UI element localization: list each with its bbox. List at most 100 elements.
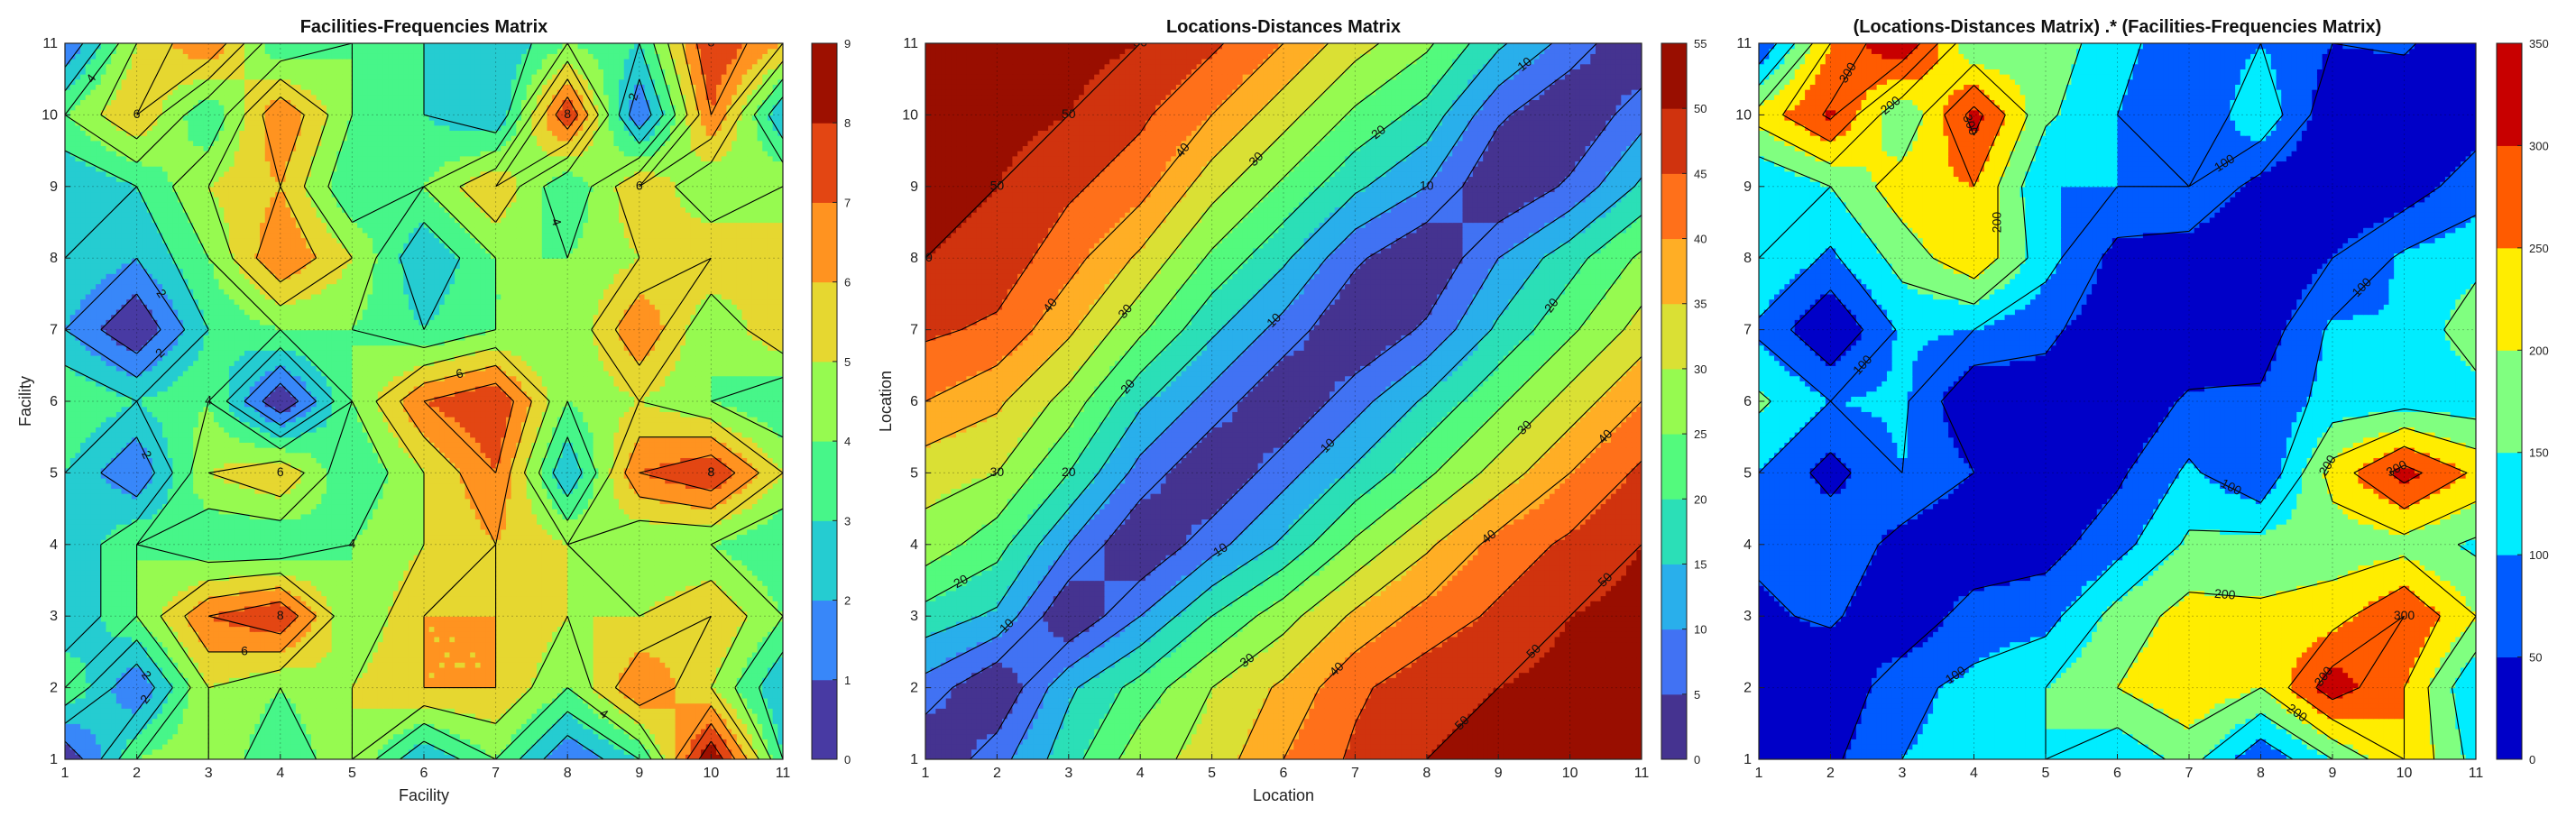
y-tick-label: 9 <box>910 179 918 195</box>
colorbar-band <box>812 281 837 363</box>
colorbar-band <box>1661 108 1687 174</box>
colorbar-tick-label: 1 <box>844 674 851 687</box>
x-tick-label: 9 <box>1495 766 1503 781</box>
x-tick-label: 3 <box>1064 766 1072 781</box>
contour-label: 6 <box>455 365 465 381</box>
y-tick-label: 1 <box>1743 752 1752 767</box>
y-tick-label: 8 <box>910 251 918 266</box>
colorbar-band <box>1661 368 1687 435</box>
contour-line <box>65 43 652 759</box>
x-tick-label: 5 <box>2042 766 2050 781</box>
contour-label: 8 <box>277 608 284 622</box>
chart-title: Facilities-Frequencies Matrix <box>300 17 548 37</box>
colorbar-band <box>812 123 837 203</box>
contour-label: 10 <box>1210 539 1230 559</box>
colorbar-tick-label: 2 <box>844 594 851 608</box>
y-tick-label: 9 <box>50 179 58 195</box>
colorbar-tick-label: 5 <box>844 355 851 369</box>
colorbar-tick-label: 250 <box>2529 242 2549 255</box>
colorbar-band <box>812 441 837 521</box>
x-tick-label: 1 <box>922 766 930 781</box>
contour-line <box>698 740 724 759</box>
colorbar-tick-label: 35 <box>1694 298 1707 311</box>
contour-line <box>925 43 1642 759</box>
x-tick-label: 11 <box>776 766 791 781</box>
y-tick-label: 4 <box>910 537 918 553</box>
x-tick-label: 10 <box>2397 766 2413 781</box>
y-tick-label: 3 <box>1743 609 1752 624</box>
colorbar-band <box>2497 656 2522 760</box>
colorbar-band <box>1661 43 1687 109</box>
x-tick-label: 2 <box>1826 766 1835 781</box>
colorbar-tick-label: 300 <box>2529 139 2549 152</box>
y-tick-label: 1 <box>50 752 58 767</box>
colorbar: 0 5 10 15 20 25 30 35 40 45 50 55 <box>1661 37 1707 767</box>
colorbar-tick-label: 7 <box>844 196 851 209</box>
y-tick-label: 10 <box>902 107 918 123</box>
y-tick-label: 5 <box>910 465 918 481</box>
contour-label: 8 <box>708 464 715 479</box>
x-tick-label: 1 <box>1755 766 1763 781</box>
colorbar-tick-label: 0 <box>2529 753 2535 767</box>
colorbar-tick-label: 50 <box>2529 651 2542 665</box>
chart-panel-3: 1001001001001002002002002002003003003003… <box>1735 17 2549 781</box>
y-tick-label: 7 <box>1743 323 1752 338</box>
contour-line <box>65 293 299 759</box>
x-tick-label: 4 <box>1136 766 1145 781</box>
y-tick-label: 11 <box>1736 36 1752 51</box>
contour-label: 4 <box>349 537 356 551</box>
contour-label: 6 <box>241 644 248 658</box>
contour-line <box>925 43 1642 759</box>
colorbar-band <box>2497 555 2522 658</box>
contour-label: 8 <box>708 35 715 50</box>
colorbar-band <box>812 202 837 283</box>
x-tick-label: 2 <box>133 766 141 781</box>
y-tick-label: 6 <box>50 394 58 409</box>
contour-line <box>1759 43 2476 759</box>
colorbar-band <box>2497 452 2522 555</box>
y-tick-label: 6 <box>1743 394 1752 409</box>
y-tick-label: 8 <box>1743 251 1752 266</box>
contour-fill: 1010101010102020202020303030303040404040… <box>918 43 1642 759</box>
x-tick-label: 8 <box>1422 766 1431 781</box>
x-tick-label: 3 <box>1899 766 1907 781</box>
contour-label: 20 <box>1062 464 1076 479</box>
colorbar-tick-label: 45 <box>1694 167 1707 180</box>
x-tick-label: 7 <box>1351 766 1359 781</box>
colorbar-band <box>2497 350 2522 454</box>
colorbar-band <box>812 679 837 760</box>
x-tick-label: 6 <box>1280 766 1288 781</box>
contour-label: 50 <box>918 250 933 264</box>
contour-label: 8 <box>564 106 571 121</box>
x-axis-label: Location <box>1253 786 1314 804</box>
x-tick-label: 7 <box>492 766 500 781</box>
colorbar-band <box>1661 434 1687 500</box>
x-tick-label: 11 <box>1634 766 1650 781</box>
x-tick-label: 9 <box>635 766 643 781</box>
x-tick-label: 6 <box>2113 766 2121 781</box>
contour-lines <box>1759 43 2476 759</box>
contour-label: 200 <box>1990 212 2004 234</box>
y-tick-label: 1 <box>910 752 918 767</box>
contour-line <box>100 43 783 759</box>
colorbar-tick-label: 8 <box>844 116 851 130</box>
colorbar: 0 50 100 150 200 250 300 350 <box>2496 37 2549 767</box>
x-tick-label: 9 <box>2329 766 2337 781</box>
contour-label: 6 <box>277 464 284 479</box>
contour-line <box>65 43 783 759</box>
y-tick-label: 2 <box>910 681 918 696</box>
contour-fill: 222222444446666688888 <box>65 35 783 759</box>
colorbar-tick-label: 9 <box>844 37 851 50</box>
y-tick-label: 10 <box>41 107 58 123</box>
chart-title: Locations-Distances Matrix <box>1166 17 1401 37</box>
y-tick-label: 7 <box>50 323 58 338</box>
x-tick-label: 7 <box>2185 766 2194 781</box>
contour-line <box>925 43 1642 759</box>
y-tick-label: 5 <box>50 465 58 481</box>
colorbar-tick-label: 0 <box>1694 753 1700 767</box>
x-tick-label: 10 <box>1562 766 1578 781</box>
y-tick-label: 10 <box>1735 107 1752 123</box>
chart-panel-1: 2222224444466666888881234567891011123456… <box>16 17 851 804</box>
contour-line <box>925 43 1642 759</box>
